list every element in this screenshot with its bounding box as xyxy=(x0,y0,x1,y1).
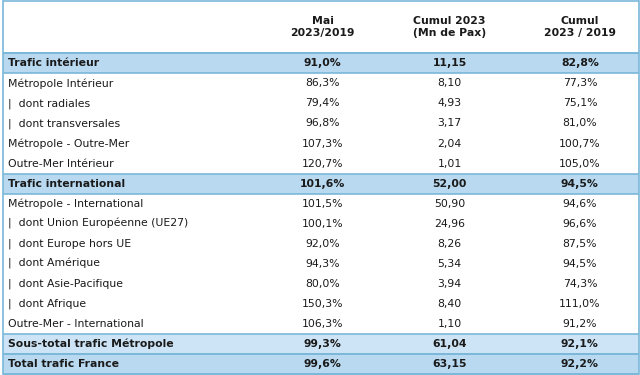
Bar xyxy=(3,274,639,294)
Text: 100,1%: 100,1% xyxy=(301,219,344,229)
Bar xyxy=(3,234,639,254)
Bar xyxy=(3,354,639,374)
Text: Métropole Intérieur: Métropole Intérieur xyxy=(8,78,113,88)
Text: 101,5%: 101,5% xyxy=(302,199,343,209)
Text: 92,1%: 92,1% xyxy=(561,339,599,349)
Bar xyxy=(3,1,639,53)
Text: Cumul
2023 / 2019: Cumul 2023 / 2019 xyxy=(544,16,616,38)
Text: Outre-Mer Intérieur: Outre-Mer Intérieur xyxy=(8,159,114,169)
Text: 100,7%: 100,7% xyxy=(559,138,601,148)
Text: 79,4%: 79,4% xyxy=(305,98,340,108)
Text: 11,15: 11,15 xyxy=(433,58,467,68)
Bar xyxy=(3,294,639,314)
Bar xyxy=(3,93,639,113)
Text: 86,3%: 86,3% xyxy=(305,78,340,88)
Text: 3,17: 3,17 xyxy=(438,118,461,129)
Text: 94,3%: 94,3% xyxy=(305,259,340,269)
Text: Total trafic France: Total trafic France xyxy=(8,359,119,369)
Text: 74,3%: 74,3% xyxy=(563,279,597,289)
Bar xyxy=(3,214,639,234)
Text: Outre-Mer - International: Outre-Mer - International xyxy=(8,319,144,329)
Text: Trafic intérieur: Trafic intérieur xyxy=(8,58,99,68)
Text: |  dont transversales: | dont transversales xyxy=(8,118,120,129)
Text: 96,6%: 96,6% xyxy=(563,219,597,229)
Text: |  dont Amérique: | dont Amérique xyxy=(8,258,100,269)
Bar xyxy=(3,254,639,274)
Text: 75,1%: 75,1% xyxy=(563,98,597,108)
Text: 61,04: 61,04 xyxy=(433,339,467,349)
Bar xyxy=(3,53,639,74)
Text: 52,00: 52,00 xyxy=(433,178,467,189)
Bar xyxy=(3,334,639,354)
Text: Trafic international: Trafic international xyxy=(8,178,125,189)
Bar xyxy=(3,74,639,93)
Text: |  dont Union Européenne (UE27): | dont Union Européenne (UE27) xyxy=(8,218,189,229)
Bar xyxy=(3,134,639,154)
Text: 81,0%: 81,0% xyxy=(563,118,597,129)
Text: 92,0%: 92,0% xyxy=(305,239,340,249)
Text: 8,26: 8,26 xyxy=(438,239,461,249)
Text: 50,90: 50,90 xyxy=(434,199,465,209)
Bar xyxy=(3,113,639,134)
Text: 3,94: 3,94 xyxy=(438,279,461,289)
Text: 63,15: 63,15 xyxy=(433,359,467,369)
Text: 77,3%: 77,3% xyxy=(563,78,597,88)
Text: 150,3%: 150,3% xyxy=(302,299,343,309)
Text: 99,6%: 99,6% xyxy=(303,359,342,369)
Text: 94,6%: 94,6% xyxy=(563,199,597,209)
Text: 107,3%: 107,3% xyxy=(302,138,343,148)
Text: 101,6%: 101,6% xyxy=(300,178,345,189)
Text: |  dont Europe hors UE: | dont Europe hors UE xyxy=(8,238,131,249)
Text: 94,5%: 94,5% xyxy=(561,178,599,189)
Text: 82,8%: 82,8% xyxy=(561,58,599,68)
Text: 87,5%: 87,5% xyxy=(563,239,597,249)
Text: 8,10: 8,10 xyxy=(438,78,462,88)
Text: 105,0%: 105,0% xyxy=(559,159,601,169)
Text: 1,01: 1,01 xyxy=(438,159,462,169)
Text: 120,7%: 120,7% xyxy=(302,159,343,169)
Text: Sous-total trafic Métropole: Sous-total trafic Métropole xyxy=(8,339,174,350)
Text: |  dont Afrique: | dont Afrique xyxy=(8,299,86,309)
Text: Mai
2023/2019: Mai 2023/2019 xyxy=(291,16,355,38)
Text: Métropole - International: Métropole - International xyxy=(8,198,143,209)
Text: Cumul 2023
(Mn de Pax): Cumul 2023 (Mn de Pax) xyxy=(413,16,486,38)
Bar xyxy=(3,314,639,334)
Text: |  dont radiales: | dont radiales xyxy=(8,98,90,109)
Text: Métropole - Outre-Mer: Métropole - Outre-Mer xyxy=(8,138,129,149)
Text: 1,10: 1,10 xyxy=(438,319,462,329)
Bar xyxy=(3,154,639,174)
Text: |  dont Asie-Pacifique: | dont Asie-Pacifique xyxy=(8,279,124,289)
Text: 94,5%: 94,5% xyxy=(563,259,597,269)
Text: 106,3%: 106,3% xyxy=(302,319,343,329)
Text: 91,0%: 91,0% xyxy=(303,58,341,68)
Bar xyxy=(3,194,639,214)
Text: 92,2%: 92,2% xyxy=(561,359,599,369)
Text: 8,40: 8,40 xyxy=(438,299,462,309)
Text: 2,04: 2,04 xyxy=(438,138,462,148)
Text: 91,2%: 91,2% xyxy=(563,319,597,329)
Text: 4,93: 4,93 xyxy=(438,98,461,108)
Text: 5,34: 5,34 xyxy=(438,259,461,269)
Text: 80,0%: 80,0% xyxy=(305,279,340,289)
Bar xyxy=(3,174,639,194)
Text: 111,0%: 111,0% xyxy=(559,299,601,309)
Text: 96,8%: 96,8% xyxy=(305,118,340,129)
Text: 24,96: 24,96 xyxy=(434,219,465,229)
Text: 99,3%: 99,3% xyxy=(303,339,342,349)
